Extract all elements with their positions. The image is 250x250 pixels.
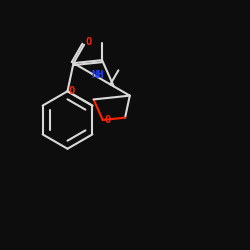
Text: O: O [69, 86, 75, 96]
Text: NH: NH [91, 70, 104, 80]
Text: O: O [104, 115, 111, 125]
Text: O: O [86, 37, 92, 47]
